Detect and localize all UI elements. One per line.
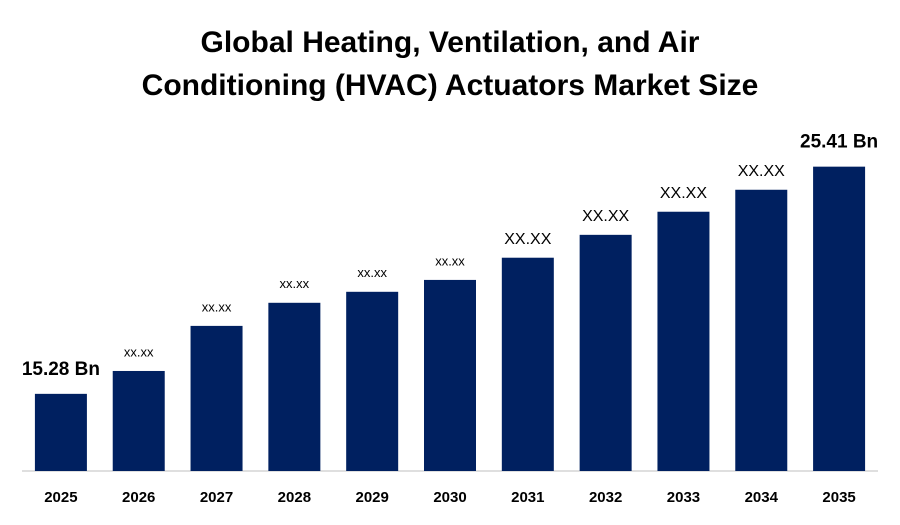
- bar: [735, 189, 788, 471]
- chart-title: Conditioning (HVAC) Actuators Market Siz…: [142, 69, 759, 102]
- value-label: XX.XX: [660, 185, 707, 202]
- bar: [501, 257, 554, 471]
- value-label: 25.41 Bn: [800, 132, 878, 153]
- x-tick-label: 2027: [200, 489, 233, 506]
- x-tick-label: 2031: [511, 489, 544, 506]
- x-tick-label: 2032: [589, 489, 622, 506]
- bar: [579, 234, 632, 471]
- bar: [657, 211, 710, 472]
- value-label: xx.xx: [357, 265, 387, 280]
- value-label: XX.XX: [738, 163, 785, 180]
- value-label: XX.XX: [504, 231, 551, 248]
- x-tick-label: 2033: [667, 489, 700, 506]
- bar: [424, 279, 476, 471]
- x-tick-label: 2028: [278, 489, 311, 506]
- bar: [190, 325, 243, 471]
- bar: [112, 370, 165, 471]
- x-tick-label: 2029: [355, 489, 388, 506]
- x-tick-label: 2026: [122, 489, 155, 506]
- value-label: 15.28 Bn: [22, 359, 100, 380]
- bar: [813, 166, 866, 471]
- value-label: xx.xx: [202, 299, 232, 314]
- bar: [268, 302, 321, 471]
- x-tick-label: 2030: [433, 489, 466, 506]
- x-tick-label: 2035: [822, 489, 855, 506]
- value-label: xx.xx: [280, 276, 310, 291]
- value-label: XX.XX: [582, 208, 629, 225]
- bar: [346, 291, 399, 471]
- value-label: xx.xx: [435, 253, 465, 268]
- x-tick-label: 2025: [44, 489, 77, 506]
- value-label: xx.xx: [124, 344, 154, 359]
- chart-title: Global Heating, Ventilation, and Air: [201, 26, 700, 59]
- x-tick-label: 2034: [745, 489, 779, 506]
- bar: [34, 393, 87, 471]
